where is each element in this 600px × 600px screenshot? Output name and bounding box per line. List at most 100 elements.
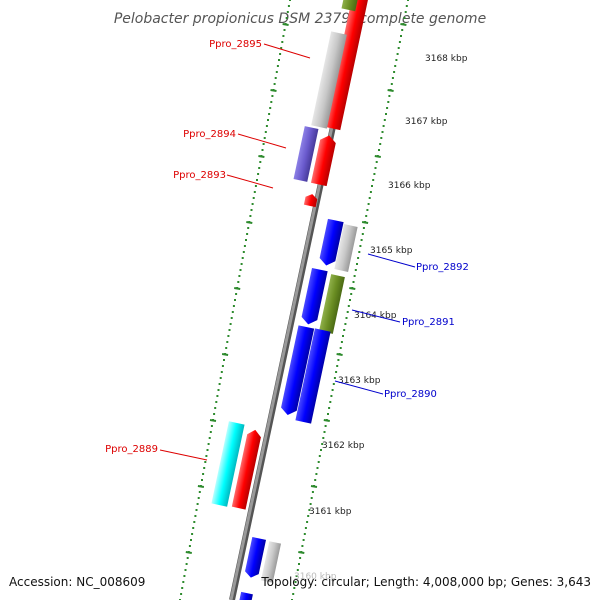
guide-dot bbox=[275, 71, 278, 73]
guide-dot bbox=[198, 491, 201, 493]
guide-dot bbox=[229, 323, 232, 325]
guide-dot bbox=[192, 527, 195, 529]
guide-dot bbox=[380, 137, 383, 139]
guide-dot bbox=[316, 467, 319, 469]
guide-dot bbox=[368, 197, 371, 199]
guide-dot bbox=[270, 101, 273, 103]
guide-dot bbox=[396, 53, 399, 55]
guide-dot bbox=[231, 311, 234, 313]
guide-dot bbox=[403, 17, 406, 19]
guide-dot bbox=[209, 431, 212, 433]
guide-dot bbox=[365, 215, 368, 217]
guide-dot bbox=[268, 113, 271, 115]
guide-dash bbox=[400, 23, 407, 26]
guide-dot bbox=[213, 413, 216, 415]
guide-dot bbox=[340, 341, 343, 343]
guide-dot bbox=[344, 323, 347, 325]
guide-dot bbox=[184, 569, 187, 571]
gene-label: Ppro_2893 bbox=[173, 170, 226, 181]
guide-dot bbox=[381, 131, 384, 133]
guide-arcs bbox=[179, 0, 409, 600]
guide-dot bbox=[223, 359, 225, 361]
guide-dot bbox=[320, 449, 322, 451]
guide-dash bbox=[282, 23, 289, 26]
guide-dot bbox=[278, 59, 280, 61]
guide-dot bbox=[286, 11, 289, 13]
guide-dot bbox=[382, 125, 385, 127]
guide-dot bbox=[390, 83, 393, 85]
leader-line bbox=[367, 253, 416, 268]
guide-dot bbox=[180, 593, 183, 595]
guide-dash bbox=[258, 155, 265, 158]
guide-dot bbox=[352, 281, 355, 283]
guide-dot bbox=[216, 395, 219, 397]
guide-dash bbox=[361, 221, 369, 224]
guide-dot bbox=[242, 251, 245, 253]
guide-dash bbox=[349, 287, 356, 290]
gene-label: Ppro_2894 bbox=[183, 129, 236, 140]
guide-dot bbox=[218, 383, 221, 385]
guide-dot bbox=[372, 179, 375, 181]
leader-line bbox=[351, 309, 401, 323]
guide-dot bbox=[194, 515, 197, 517]
guide-dot bbox=[393, 71, 396, 73]
guide-dot bbox=[264, 131, 267, 133]
guide-dash bbox=[270, 89, 277, 92]
guide-dash bbox=[197, 485, 205, 488]
guide-dot bbox=[246, 233, 249, 235]
guide-dot bbox=[342, 335, 344, 337]
guide-dot bbox=[197, 497, 200, 499]
leader-line bbox=[334, 380, 384, 395]
guide-dot bbox=[249, 215, 252, 217]
guide-dot bbox=[385, 113, 387, 115]
guide-dot bbox=[185, 563, 188, 565]
guide-dot bbox=[318, 455, 321, 457]
guide-dash bbox=[323, 419, 330, 422]
tick-label: 3161 kbp bbox=[309, 507, 352, 517]
guide-dot bbox=[193, 521, 196, 523]
guide-dot bbox=[274, 77, 277, 79]
guide-dot bbox=[395, 59, 398, 61]
guide-dot bbox=[337, 359, 340, 361]
guide-dot bbox=[217, 389, 220, 391]
guide-dot bbox=[357, 257, 360, 259]
guide-dot bbox=[281, 41, 284, 43]
guide-dot bbox=[181, 587, 184, 589]
guide-dot bbox=[330, 395, 333, 397]
guide-dot bbox=[186, 557, 189, 559]
guide-dot bbox=[373, 173, 376, 175]
accession-text: Accession: NC_008609 bbox=[9, 575, 145, 589]
guide-dot bbox=[315, 473, 318, 475]
guide-dot bbox=[335, 371, 338, 373]
guide-dot bbox=[214, 407, 217, 409]
guide-dot bbox=[226, 341, 229, 343]
guide-dot bbox=[207, 443, 210, 445]
topology-summary: Topology: circular; Length: 4,008,000 bp… bbox=[260, 575, 591, 589]
gene-label: Ppro_2889 bbox=[105, 444, 158, 455]
guide-dot bbox=[237, 281, 240, 283]
guide-dash bbox=[374, 155, 381, 158]
guide-dot bbox=[203, 467, 206, 469]
guide-dot bbox=[247, 227, 250, 229]
guide-dot bbox=[202, 473, 205, 475]
guide-dash bbox=[387, 89, 394, 92]
leader-line bbox=[226, 174, 274, 189]
guide-dot bbox=[210, 425, 213, 427]
guide-dash bbox=[246, 221, 253, 224]
guide-dot bbox=[201, 479, 203, 481]
guide-dot bbox=[208, 437, 211, 439]
guide-dot bbox=[302, 539, 305, 541]
guide-dot bbox=[293, 587, 296, 589]
guide-dot bbox=[405, 5, 408, 7]
guide-dot bbox=[345, 317, 348, 319]
guide-dash bbox=[298, 551, 305, 554]
guide-dot bbox=[271, 95, 274, 97]
guide-dot bbox=[285, 17, 288, 19]
guide-dot bbox=[261, 149, 264, 151]
guide-dot bbox=[400, 35, 402, 37]
tick-label: 3168 kbp bbox=[425, 54, 468, 64]
guide-dot bbox=[391, 77, 394, 79]
gene-feature bbox=[303, 194, 318, 208]
gene-feature bbox=[334, 224, 358, 272]
